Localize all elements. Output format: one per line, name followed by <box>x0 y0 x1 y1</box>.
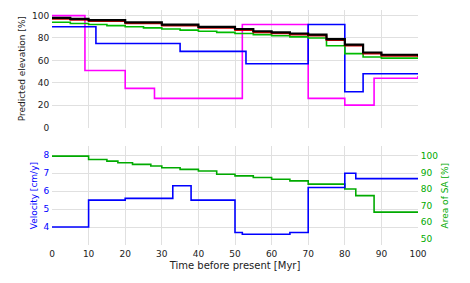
svg-text:80: 80 <box>339 249 351 259</box>
svg-text:Time before present [Myr]: Time before present [Myr] <box>169 260 301 271</box>
svg-text:40: 40 <box>38 78 50 88</box>
svg-text:100: 100 <box>409 249 426 259</box>
svg-text:10: 10 <box>83 249 95 259</box>
svg-text:Predicted elevation [%]: Predicted elevation [%] <box>17 16 27 121</box>
svg-text:20: 20 <box>38 100 50 110</box>
svg-text:100: 100 <box>32 11 49 21</box>
svg-text:Velocity [cm/y]: Velocity [cm/y] <box>29 162 39 229</box>
svg-text:30: 30 <box>156 249 168 259</box>
svg-text:100: 100 <box>421 151 438 161</box>
svg-text:50: 50 <box>229 249 241 259</box>
svg-text:7: 7 <box>43 168 49 178</box>
svg-text:80: 80 <box>421 184 433 194</box>
svg-text:40: 40 <box>193 249 205 259</box>
svg-text:0: 0 <box>43 123 49 133</box>
svg-text:60: 60 <box>266 249 278 259</box>
svg-text:60: 60 <box>421 217 433 227</box>
svg-text:90: 90 <box>421 168 433 178</box>
svg-text:70: 70 <box>421 201 433 211</box>
svg-text:4: 4 <box>43 222 49 232</box>
svg-text:5: 5 <box>43 204 49 214</box>
svg-text:20: 20 <box>119 249 131 259</box>
svg-text:Area of SA [%]: Area of SA [%] <box>440 163 450 229</box>
svg-text:90: 90 <box>376 249 388 259</box>
svg-text:60: 60 <box>38 56 50 66</box>
svg-text:50: 50 <box>421 234 433 244</box>
svg-text:70: 70 <box>302 249 314 259</box>
svg-text:6: 6 <box>43 186 49 196</box>
svg-text:80: 80 <box>38 33 50 43</box>
svg-text:0: 0 <box>49 249 55 259</box>
svg-text:8: 8 <box>43 150 49 160</box>
